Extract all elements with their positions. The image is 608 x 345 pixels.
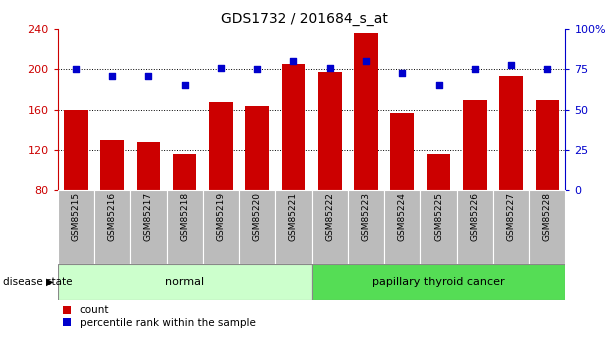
Text: GDS1732 / 201684_s_at: GDS1732 / 201684_s_at	[221, 12, 387, 26]
Bar	[209, 101, 233, 190]
Text: GSM85221: GSM85221	[289, 192, 298, 241]
Text: GSM85222: GSM85222	[325, 192, 334, 241]
Point	[252, 67, 262, 72]
Point	[289, 59, 299, 64]
Bar	[311, 190, 348, 264]
Point	[71, 67, 81, 72]
Point	[434, 83, 443, 88]
Text: GSM85219: GSM85219	[216, 192, 226, 241]
Bar	[348, 190, 384, 264]
Bar	[529, 190, 565, 264]
Bar	[203, 190, 239, 264]
Text: GSM85217: GSM85217	[144, 192, 153, 241]
Bar	[427, 154, 451, 190]
Bar	[499, 77, 523, 190]
Text: GSM85228: GSM85228	[543, 192, 552, 241]
Text: GSM85220: GSM85220	[253, 192, 261, 241]
Text: GSM85216: GSM85216	[108, 192, 117, 241]
Bar	[390, 112, 414, 190]
Bar	[94, 190, 130, 264]
Text: GSM85224: GSM85224	[398, 192, 407, 241]
Point	[143, 73, 153, 79]
Point	[107, 73, 117, 79]
Bar	[137, 141, 160, 190]
Text: GSM85226: GSM85226	[470, 192, 479, 241]
Bar	[167, 190, 203, 264]
Text: papillary thyroid cancer: papillary thyroid cancer	[372, 277, 505, 287]
Text: disease state: disease state	[3, 277, 72, 287]
Bar	[64, 110, 88, 190]
Bar	[58, 264, 311, 300]
Point	[506, 62, 516, 67]
Text: GSM85215: GSM85215	[71, 192, 80, 241]
Bar	[239, 190, 275, 264]
Point	[216, 65, 226, 71]
Text: normal: normal	[165, 277, 204, 287]
Bar	[457, 190, 493, 264]
Bar	[246, 106, 269, 190]
Bar	[173, 154, 196, 190]
Text: GSM85218: GSM85218	[180, 192, 189, 241]
Point	[470, 67, 480, 72]
Point	[325, 65, 334, 71]
Bar	[354, 33, 378, 190]
Bar	[130, 190, 167, 264]
Bar	[58, 190, 94, 264]
Legend: count, percentile rank within the sample: count, percentile rank within the sample	[63, 305, 255, 328]
Bar	[536, 99, 559, 190]
Point	[180, 83, 190, 88]
Bar	[100, 140, 124, 190]
Bar	[318, 72, 342, 190]
Bar	[463, 99, 486, 190]
Point	[398, 70, 407, 76]
Point	[542, 67, 552, 72]
Bar	[384, 190, 420, 264]
Bar	[493, 190, 529, 264]
Bar	[282, 65, 305, 190]
Bar	[275, 190, 311, 264]
Text: ▶: ▶	[46, 277, 54, 287]
Bar	[420, 190, 457, 264]
Text: GSM85223: GSM85223	[362, 192, 370, 241]
Text: GSM85227: GSM85227	[506, 192, 516, 241]
Point	[361, 59, 371, 64]
Text: GSM85225: GSM85225	[434, 192, 443, 241]
Bar	[311, 264, 565, 300]
